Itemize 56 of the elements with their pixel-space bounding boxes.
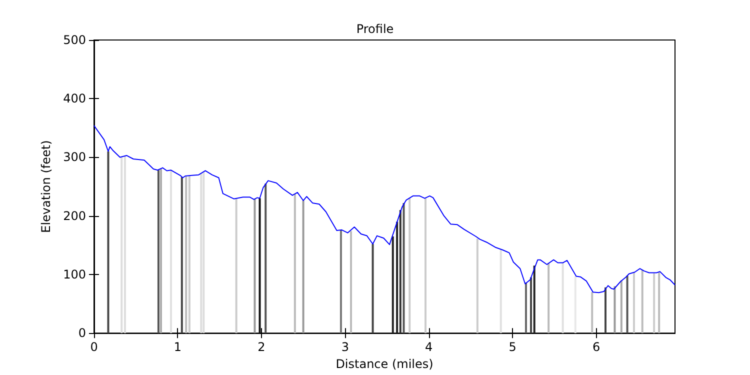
bar <box>476 238 478 334</box>
bar <box>632 272 635 334</box>
bar <box>200 174 202 334</box>
bar <box>157 170 160 334</box>
bar <box>641 270 644 334</box>
bar <box>658 272 660 334</box>
bar <box>120 156 123 334</box>
chart-title: Profile <box>356 22 394 36</box>
x-tick-label: 0 <box>90 340 98 354</box>
bar <box>264 184 267 334</box>
bar <box>302 200 304 334</box>
bar <box>202 172 205 334</box>
bar <box>180 177 183 334</box>
bar <box>258 198 261 334</box>
y-tick-label: 100 <box>63 267 86 282</box>
bar <box>524 282 527 334</box>
line-series <box>94 125 676 294</box>
bar <box>399 210 402 334</box>
x-tick-label: 2 <box>258 340 266 354</box>
y-tick-label: 200 <box>63 208 86 223</box>
bar <box>350 231 352 334</box>
bar <box>124 155 126 334</box>
bar <box>372 244 374 334</box>
bar <box>185 176 188 334</box>
x-tick-label: 1 <box>174 340 182 354</box>
bar <box>254 198 256 334</box>
x-tick-label: 3 <box>341 340 349 354</box>
bar <box>188 176 190 334</box>
bar <box>533 266 536 334</box>
bar <box>620 280 622 334</box>
bar <box>235 198 238 334</box>
bar <box>107 151 110 334</box>
y-axis-title: Elevation (feet) <box>39 140 54 233</box>
y-tick-label: 0 <box>78 326 86 340</box>
bar <box>160 168 162 334</box>
bar <box>530 277 532 334</box>
y-tick-label: 300 <box>63 150 86 164</box>
bar <box>604 287 607 334</box>
bar <box>392 236 394 334</box>
y-tick-label: 500 <box>63 33 86 47</box>
bar <box>548 262 550 334</box>
x-tick-label: 4 <box>425 340 433 354</box>
bar <box>294 194 296 334</box>
bar <box>591 292 594 334</box>
bar <box>402 202 405 334</box>
bar <box>408 198 411 334</box>
bar <box>626 276 628 334</box>
y-tick-label: 400 <box>63 92 86 106</box>
x-axis-title: Distance (miles) <box>336 357 434 371</box>
bar <box>653 273 656 334</box>
x-tick-label: 5 <box>508 340 516 354</box>
x-tick-label: 6 <box>592 340 600 354</box>
bar <box>424 198 427 334</box>
bar <box>340 230 342 334</box>
bar <box>396 222 398 334</box>
bar <box>614 286 616 334</box>
